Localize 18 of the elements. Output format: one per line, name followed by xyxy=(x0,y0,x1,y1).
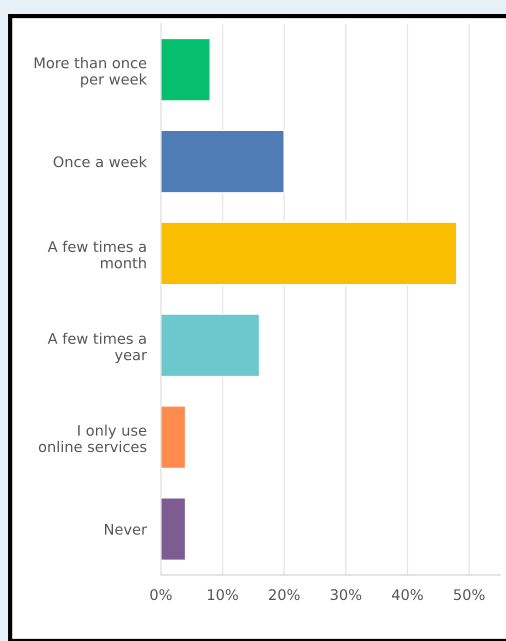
x-tick-label: 10% xyxy=(208,589,238,600)
y-tick-label: Never xyxy=(104,524,148,535)
y-tick-label: Once a week xyxy=(54,156,147,168)
bar xyxy=(160,405,186,470)
x-tick-label: 20% xyxy=(269,589,300,600)
x-tick-label: 0% xyxy=(150,589,172,600)
x-tick-label: 50% xyxy=(454,589,485,600)
bar xyxy=(160,221,458,286)
y-tick-label: A few times a month xyxy=(48,240,146,268)
x-tick-label: 30% xyxy=(330,589,362,600)
bar xyxy=(160,130,285,194)
bar xyxy=(160,38,211,102)
x-tick-label: 40% xyxy=(392,589,423,600)
bar xyxy=(160,497,186,561)
y-tick-label: More than once per week xyxy=(34,57,147,88)
bar xyxy=(160,313,260,378)
y-tick-label: A few times a year xyxy=(48,332,148,364)
y-tick-label: I only use online services xyxy=(38,424,146,452)
